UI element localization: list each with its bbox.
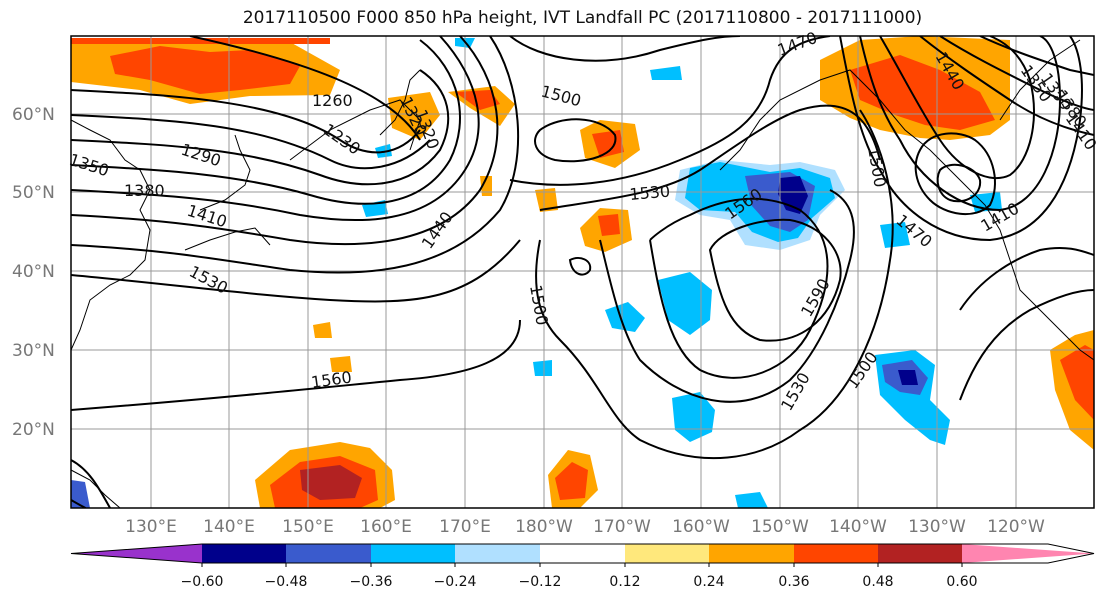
colorbar-swatch — [71, 544, 202, 563]
colorbar-tick-label: −0.12 — [519, 574, 562, 590]
lon-label: 130°E — [125, 517, 177, 537]
contour-label: 1530 — [629, 182, 671, 204]
colorbar-swatch — [540, 544, 625, 563]
colorbar-tick-label: −0.24 — [434, 574, 477, 590]
lon-label: 120°W — [987, 517, 1045, 537]
colorbar-tick-label: 0.48 — [862, 574, 893, 590]
lat-label-40n: 40°N — [12, 262, 55, 282]
lon-label: 160°W — [672, 517, 730, 537]
map-gridlines — [71, 36, 1094, 508]
colorbar-tick-label: −0.48 — [265, 574, 308, 590]
colorbar-tick-label: −0.36 — [350, 574, 393, 590]
lon-label: 170°E — [439, 517, 491, 537]
colorbar-tick-label: −0.60 — [181, 574, 224, 590]
contour-label: 1260 — [312, 91, 353, 110]
colorbar-swatch — [962, 544, 1094, 563]
longitude-labels: 130°E 140°E 150°E 160°E 170°E 180°W 170°… — [125, 517, 1045, 537]
lat-label-50n: 50°N — [12, 183, 55, 203]
colorbar-swatch — [202, 544, 286, 563]
lon-label: 150°E — [282, 517, 334, 537]
colorbar-tick-label: 0.60 — [946, 574, 977, 590]
colorbar-swatch — [878, 544, 962, 563]
colorbar-swatch — [625, 544, 709, 563]
colorbar-labels: −0.60 −0.48 −0.36 −0.24 −0.12 0.12 0.24 … — [181, 574, 978, 590]
colorbar-swatch — [455, 544, 540, 563]
lon-label: 140°W — [829, 517, 887, 537]
contour-label: 1380 — [124, 181, 165, 200]
map-title: 2017110500 F000 850 hPa height, IVT Land… — [242, 8, 923, 28]
ivt-shading — [71, 36, 1094, 508]
colorbar-swatch — [709, 544, 794, 563]
colorbar-tick-label: 0.36 — [778, 574, 809, 590]
latitude-labels: 60°N 50°N 40°N 30°N 20°N — [12, 105, 55, 440]
lat-label-30n: 30°N — [12, 341, 55, 361]
map-border — [70, 35, 1095, 509]
lon-label: 170°W — [593, 517, 651, 537]
lon-label: 140°E — [203, 517, 255, 537]
lon-label: 180°W — [515, 517, 573, 537]
coastlines — [71, 39, 1094, 508]
colorbar-tick-label: 0.12 — [609, 574, 640, 590]
lat-label-20n: 20°N — [12, 420, 55, 440]
lon-label: 160°E — [360, 517, 412, 537]
colorbar-tick-label: 0.24 — [693, 574, 724, 590]
colorbar-swatch — [286, 544, 371, 563]
colorbar-swatch — [371, 544, 455, 563]
colorbar — [70, 543, 1095, 567]
height-contours — [71, 36, 1094, 508]
lat-label-60n: 60°N — [12, 105, 55, 125]
lon-label: 150°W — [751, 517, 809, 537]
lon-label: 130°W — [908, 517, 966, 537]
colorbar-swatch — [794, 544, 878, 563]
